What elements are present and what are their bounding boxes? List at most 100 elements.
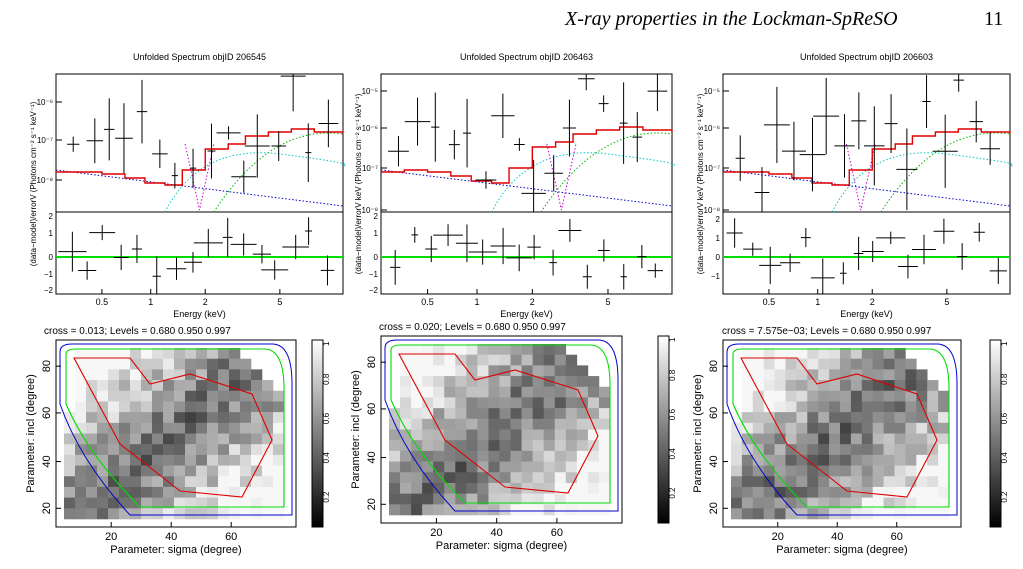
contour-caption: cross = 7.575e−03; Levels = 0.680 0.950 … [722,326,932,337]
contour-cell [587,386,600,398]
contour-cell [488,397,500,409]
contour-680 [740,357,938,498]
contour-cell [785,465,797,477]
colorbar-tick-label: 0.4 [668,448,677,460]
contour-cell [196,358,208,370]
contour-cell [938,444,950,456]
contour-cell [444,461,456,473]
contour-cell [927,380,939,392]
contour-cell [576,376,589,388]
contour-cell [64,508,76,520]
residual-point [933,218,955,244]
contour-cell [444,376,456,388]
contour-cell [240,497,252,509]
data-point [463,98,472,168]
contour-cell [400,429,412,441]
contour-cell [807,380,819,392]
contour-cell [389,482,401,494]
contour-cell [861,401,873,413]
contour-cell [587,472,600,484]
contour-cell [785,358,797,370]
contour-cell [565,461,578,473]
contour-cell [752,422,764,434]
contour-cell [576,386,589,398]
contour-cell [565,408,578,420]
data-point [980,132,1001,165]
contour-cell [894,422,906,434]
spectrum-ytick-label: 10⁻⁶ [704,124,720,133]
contour-cell [752,358,764,370]
residual-point [957,243,968,270]
contour-cell [240,380,252,392]
model-powerlaw-component [55,169,344,207]
contour-cell [444,493,456,505]
contour-cell [433,450,445,462]
contour-cell [532,429,544,441]
residual-ytick-label: −2 [44,286,54,295]
contour-cell [818,358,830,370]
colorbar-tick-label: 0.2 [322,491,331,503]
contour-cell [818,444,830,456]
data-point [189,148,197,188]
contour-cell [938,454,950,466]
contour-cell [807,465,819,477]
contour-cell [521,472,533,484]
contour-cell [554,450,567,462]
contour-cell [532,461,544,473]
contour-cell [422,365,434,377]
contour-cell [174,380,186,392]
contour-cell [818,486,830,498]
contour-cell [273,390,285,402]
contour-cell [444,397,456,409]
contour-cell [108,454,120,466]
contour-cell [64,476,76,488]
contour-cell [598,418,611,430]
contour-cell [576,440,589,452]
contour-frame [55,339,297,528]
contour-cell [152,454,164,466]
contour-cell [861,486,873,498]
contour-cell [229,369,241,381]
contour-cell [796,401,808,413]
contour-cell [477,429,489,441]
contour-cell [543,440,556,452]
page-header: X-ray properties in the Lockman-SpReSO 1… [0,6,1023,32]
contour-cell [185,508,197,520]
contour-cell [86,465,98,477]
contour-cell [576,504,589,516]
contour-cell [938,390,950,402]
contour-cell [444,450,456,462]
contour-cell [229,412,241,424]
contour-cell [218,412,230,424]
contour-cell [251,486,263,498]
contour-cell [785,454,797,466]
contour-frame [380,335,623,524]
colorbar-tick-label: 0.2 [668,487,677,499]
contour-cell [488,482,500,494]
contour-cell [433,504,445,516]
contour-cell [774,508,786,520]
data-point [851,92,867,150]
data-point [922,75,931,128]
contour-cell [894,454,906,466]
model-line-component [845,143,876,211]
contour-cell [883,390,895,402]
contour-cell [400,418,412,430]
contour-cell [477,408,489,420]
contour-cell [532,450,544,462]
spectrum-ytick-label: 10⁻⁷ [362,164,378,173]
contour-cell [894,412,906,424]
contour-cell [763,433,775,445]
contour-cell [807,433,819,445]
contour-cell [587,376,600,388]
contour-cell [185,401,197,413]
contour-cell [152,348,164,359]
contour-cell [196,348,208,359]
contour-cell [207,369,219,381]
contour-cell [818,476,830,488]
contour-cell [185,444,197,456]
contour-cell [861,422,873,434]
contour-cell [774,433,786,445]
contour-cell [141,486,153,498]
contour-cell [554,365,567,377]
